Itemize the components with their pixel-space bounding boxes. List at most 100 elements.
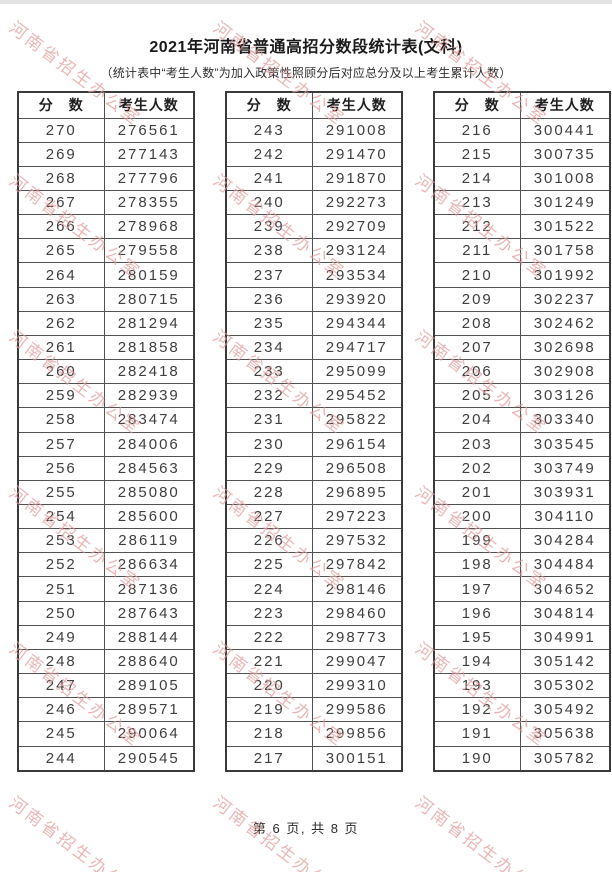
score-cell: 243 bbox=[225, 117, 313, 143]
table-row: 199 304284 bbox=[433, 528, 611, 554]
table-row: 203 303545 bbox=[433, 431, 611, 457]
table-row: 255 285080 bbox=[17, 479, 195, 506]
table-row: 217 300151 bbox=[225, 745, 403, 772]
score-cell: 230 bbox=[225, 431, 313, 457]
score-cell: 216 bbox=[433, 117, 521, 143]
score-cell: 270 bbox=[17, 117, 105, 143]
count-cell: 303545 bbox=[519, 431, 611, 457]
table-row: 194 305142 bbox=[433, 648, 611, 675]
score-cell: 203 bbox=[433, 431, 521, 457]
count-cell: 303931 bbox=[519, 479, 611, 506]
score-cell: 269 bbox=[17, 141, 105, 167]
count-cell: 279558 bbox=[103, 238, 195, 264]
score-cell: 264 bbox=[17, 262, 105, 288]
count-cell: 278968 bbox=[103, 214, 195, 240]
count-cell: 282418 bbox=[103, 359, 195, 385]
count-cell: 291470 bbox=[311, 141, 403, 167]
table-row: 268 277796 bbox=[17, 165, 195, 191]
table-row: 218 299856 bbox=[225, 721, 403, 747]
score-cell: 194 bbox=[433, 648, 521, 675]
score-cell: 225 bbox=[225, 552, 313, 578]
table-row: 228 296895 bbox=[225, 479, 403, 506]
count-cell: 295822 bbox=[311, 407, 403, 433]
count-cell: 283474 bbox=[103, 407, 195, 433]
score-cell: 252 bbox=[17, 552, 105, 578]
table-row: 197 304652 bbox=[433, 576, 611, 602]
count-cell: 303749 bbox=[519, 455, 611, 481]
table-row: 225 297842 bbox=[225, 552, 403, 578]
table-row: 239 292709 bbox=[225, 214, 403, 240]
count-cell: 298773 bbox=[311, 624, 403, 650]
score-cell: 267 bbox=[17, 189, 105, 216]
score-cell: 206 bbox=[433, 359, 521, 385]
score-cell: 265 bbox=[17, 238, 105, 264]
table-row: 201 303931 bbox=[433, 479, 611, 506]
score-cell: 192 bbox=[433, 697, 521, 723]
score-cell: 217 bbox=[225, 745, 313, 772]
score-tables-container: 分 数 考生人数 270 276561 269 277143 268 277796 267 2… bbox=[17, 91, 611, 772]
table-row: 238 293124 bbox=[225, 238, 403, 264]
score-cell: 208 bbox=[433, 310, 521, 336]
score-cell: 232 bbox=[225, 383, 313, 409]
table-row: 209 302237 bbox=[433, 286, 611, 312]
table-row: 264 280159 bbox=[17, 262, 195, 288]
count-cell: 301522 bbox=[519, 214, 611, 240]
count-cell: 302908 bbox=[519, 359, 611, 385]
score-cell: 215 bbox=[433, 141, 521, 167]
table-row: 196 304814 bbox=[433, 600, 611, 626]
count-cell: 284006 bbox=[103, 431, 195, 457]
table-row: 208 302462 bbox=[433, 310, 611, 336]
table-row: 216 300441 bbox=[433, 117, 611, 143]
score-cell: 262 bbox=[17, 310, 105, 336]
count-cell: 296508 bbox=[311, 455, 403, 481]
score-cell: 235 bbox=[225, 310, 313, 336]
count-cell: 300735 bbox=[519, 141, 611, 167]
count-cell: 296154 bbox=[311, 431, 403, 457]
count-cell: 293534 bbox=[311, 262, 403, 288]
table-row: 270 276561 bbox=[17, 117, 195, 143]
count-cell: 292709 bbox=[311, 214, 403, 240]
score-cell: 248 bbox=[17, 648, 105, 675]
count-cell: 287643 bbox=[103, 600, 195, 626]
count-cell: 281858 bbox=[103, 334, 195, 361]
score-cell: 238 bbox=[225, 238, 313, 264]
table-row: 193 305302 bbox=[433, 673, 611, 699]
score-cell: 253 bbox=[17, 528, 105, 554]
table-row: 242 291470 bbox=[225, 141, 403, 167]
count-cell: 305638 bbox=[519, 721, 611, 747]
count-cell: 293124 bbox=[311, 238, 403, 264]
page-title: 2021年河南省普通高招分数段统计表(文科) bbox=[149, 39, 463, 56]
count-cell: 299047 bbox=[311, 648, 403, 675]
score-cell: 214 bbox=[433, 165, 521, 191]
count-cell: 295452 bbox=[311, 383, 403, 409]
score-cell: 201 bbox=[433, 479, 521, 506]
count-cell: 301992 bbox=[519, 262, 611, 288]
count-cell: 288640 bbox=[103, 648, 195, 675]
count-cell: 304484 bbox=[519, 552, 611, 578]
score-cell: 239 bbox=[225, 214, 313, 240]
table-row: 249 288144 bbox=[17, 624, 195, 650]
table-row: 250 287643 bbox=[17, 600, 195, 626]
table-row: 198 304484 bbox=[433, 552, 611, 578]
table-row: 260 282418 bbox=[17, 359, 195, 385]
table-row: 210 301992 bbox=[433, 262, 611, 288]
score-cell: 256 bbox=[17, 455, 105, 481]
count-cell: 305302 bbox=[519, 673, 611, 699]
count-cell: 305782 bbox=[519, 745, 611, 772]
table-row: 245 290064 bbox=[17, 721, 195, 747]
table-row: 232 295452 bbox=[225, 383, 403, 409]
score-cell: 242 bbox=[225, 141, 313, 167]
count-cell: 281294 bbox=[103, 310, 195, 336]
score-cell: 236 bbox=[225, 286, 313, 312]
table-row: 211 301758 bbox=[433, 238, 611, 264]
score-cell: 202 bbox=[433, 455, 521, 481]
table-row: 240 292273 bbox=[225, 189, 403, 216]
count-cell: 304110 bbox=[519, 503, 611, 530]
table-row: 206 302908 bbox=[433, 359, 611, 385]
count-cell: 285080 bbox=[103, 479, 195, 506]
table-row: 224 298146 bbox=[225, 576, 403, 602]
score-column-header: 分 数 bbox=[17, 91, 105, 119]
score-cell: 195 bbox=[433, 624, 521, 650]
table-row: 222 298773 bbox=[225, 624, 403, 650]
page-subtitle: （统计表中“考生人数”为加入政策性照顾分后对应总分及以上考生累计人数） bbox=[100, 66, 512, 80]
